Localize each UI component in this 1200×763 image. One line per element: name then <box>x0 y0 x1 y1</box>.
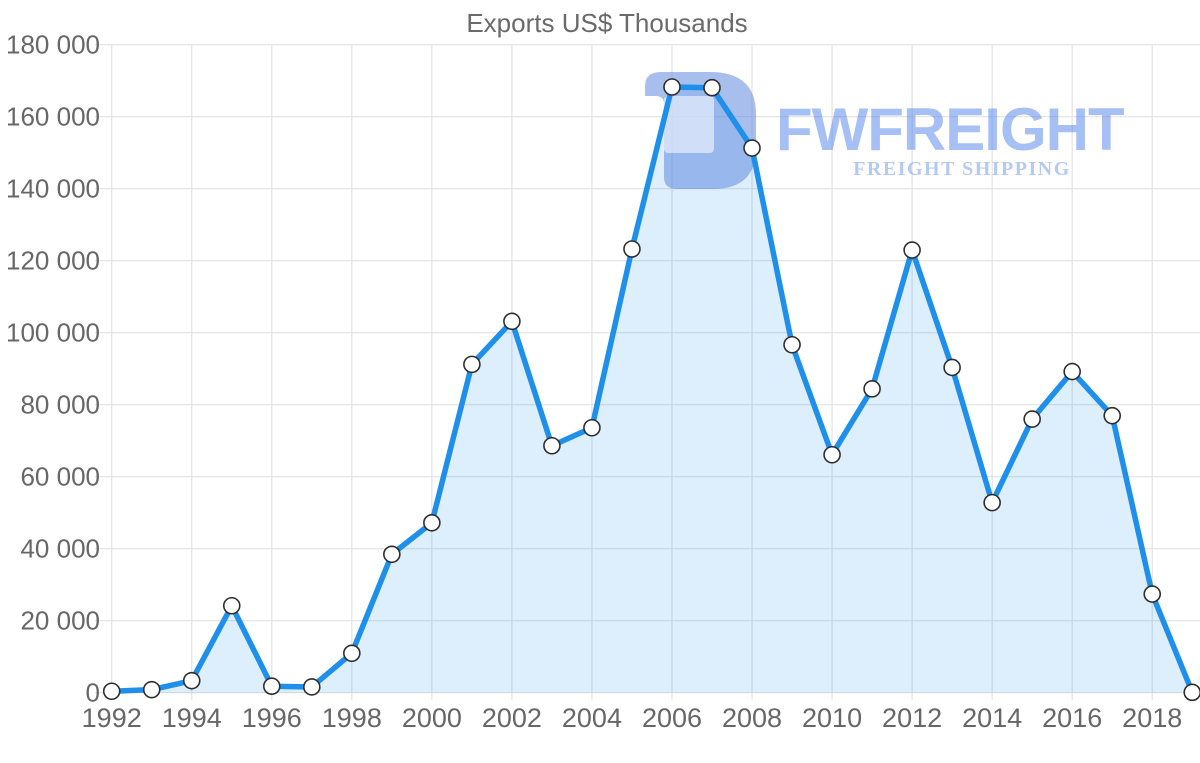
data-point-1996[interactable] <box>262 677 281 696</box>
x-tick-label: 2014 <box>962 703 1022 733</box>
x-tick-label: 2004 <box>562 703 622 733</box>
data-point-2012[interactable] <box>903 241 921 259</box>
data-point-2011[interactable] <box>863 380 881 398</box>
data-point-2004[interactable] <box>583 418 601 437</box>
y-tick-label: 40 000 <box>20 534 100 564</box>
data-point-1995[interactable] <box>222 596 241 615</box>
chart-title: Exports US$ Thousands <box>466 8 748 38</box>
data-point-2014[interactable] <box>983 493 1001 512</box>
x-tick-label: 2010 <box>802 703 862 733</box>
data-point-1993[interactable] <box>142 680 161 699</box>
x-tick-label: 1998 <box>322 703 382 733</box>
x-tick-label: 2008 <box>722 703 782 733</box>
x-tick-label: 2006 <box>642 703 702 733</box>
x-tick-label: 1996 <box>242 703 302 733</box>
watermark-brand-text: FWFREIGHT <box>776 96 1124 163</box>
data-point-2005[interactable] <box>623 240 641 258</box>
data-point-2010[interactable] <box>823 445 841 464</box>
data-point-2017[interactable] <box>1103 406 1121 425</box>
line-path <box>108 84 1195 696</box>
y-tick-label: 20 000 <box>20 606 100 636</box>
data-point-1998[interactable] <box>343 644 361 663</box>
data-point-2015[interactable] <box>1023 410 1041 428</box>
y-tick-label: 100 000 <box>6 318 100 348</box>
data-point-2002[interactable] <box>503 312 521 331</box>
data-point-2007[interactable] <box>703 78 721 97</box>
data-point-2019[interactable] <box>1183 683 1200 702</box>
data-point-2000[interactable] <box>423 513 441 532</box>
data-point-2003[interactable] <box>543 436 561 455</box>
y-tick-label: 80 000 <box>20 390 100 420</box>
x-tick-label: 1992 <box>82 703 142 733</box>
data-point-2016[interactable] <box>1063 362 1081 381</box>
area-fill <box>111 87 1193 693</box>
x-tick-label: 1994 <box>162 703 222 733</box>
data-point-1999[interactable] <box>383 545 401 564</box>
x-tick-label: 2012 <box>882 703 942 733</box>
watermark-tagline-text: FREIGHT SHIPPING <box>853 158 1071 180</box>
y-tick-label: 0 <box>86 678 100 708</box>
data-point-2013[interactable] <box>943 358 961 377</box>
y-tick-label: 140 000 <box>6 174 100 204</box>
y-tick-label: 160 000 <box>6 102 100 132</box>
data-point-2006[interactable] <box>663 78 681 96</box>
data-point-2008[interactable] <box>743 139 761 157</box>
data-point-2001[interactable] <box>463 355 481 374</box>
x-tick-label: 2018 <box>1122 703 1182 733</box>
axis-labels: 0 20 000 40 000 60 000 80 000 100 000 120 000 1… <box>6 30 1182 733</box>
data-point-2009[interactable] <box>783 335 801 354</box>
grid <box>95 44 1200 700</box>
x-tick-label: 2002 <box>482 703 542 733</box>
data-point-1994[interactable] <box>182 671 201 690</box>
y-tick-label: 60 000 <box>20 462 100 492</box>
data-point-2018[interactable] <box>1143 585 1162 603</box>
data-point-1997[interactable] <box>302 678 321 696</box>
data-points <box>102 78 1200 702</box>
x-tick-label: 2016 <box>1042 703 1102 733</box>
data-point-1992[interactable] <box>102 682 121 701</box>
x-tick-label: 2000 <box>402 703 462 733</box>
y-tick-label: 120 000 <box>6 246 100 276</box>
watermark-mark-window <box>664 96 714 153</box>
y-tick-label: 180 000 <box>6 30 100 60</box>
